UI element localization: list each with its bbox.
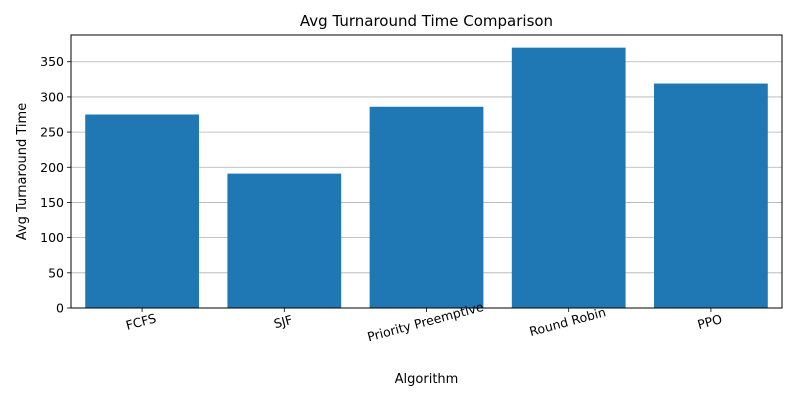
y-tick-label: 350 [40, 54, 64, 69]
y-tick-label: 250 [40, 125, 64, 140]
y-axis-label: Avg Turnaround Time [15, 103, 30, 240]
x-tick-label: PPO [696, 311, 724, 332]
x-tick-label: Round Robin [528, 304, 608, 339]
y-tick-label: 150 [40, 195, 64, 210]
y-tick-label: 50 [48, 265, 64, 280]
y-tick-label: 100 [40, 230, 64, 245]
bar-round-robin [511, 47, 626, 308]
y-tick-label: 200 [40, 160, 64, 175]
bar-fcfs [85, 114, 199, 309]
y-tick-label: 0 [56, 301, 64, 316]
y-axis-ticks: 0 50 100 150 200 250 300 350 [40, 54, 71, 316]
x-tick-label: SJF [272, 312, 294, 331]
chart-title: Avg Turnaround Time Comparison [300, 12, 553, 30]
bar-ppo [654, 83, 768, 308]
bars [85, 47, 768, 309]
y-tick-label: 300 [40, 89, 64, 104]
x-axis-label: Algorithm [395, 372, 459, 387]
x-tick-label: FCFS [124, 310, 158, 332]
bar-sjf [227, 173, 342, 308]
bar-priority-preemptive [369, 106, 484, 309]
